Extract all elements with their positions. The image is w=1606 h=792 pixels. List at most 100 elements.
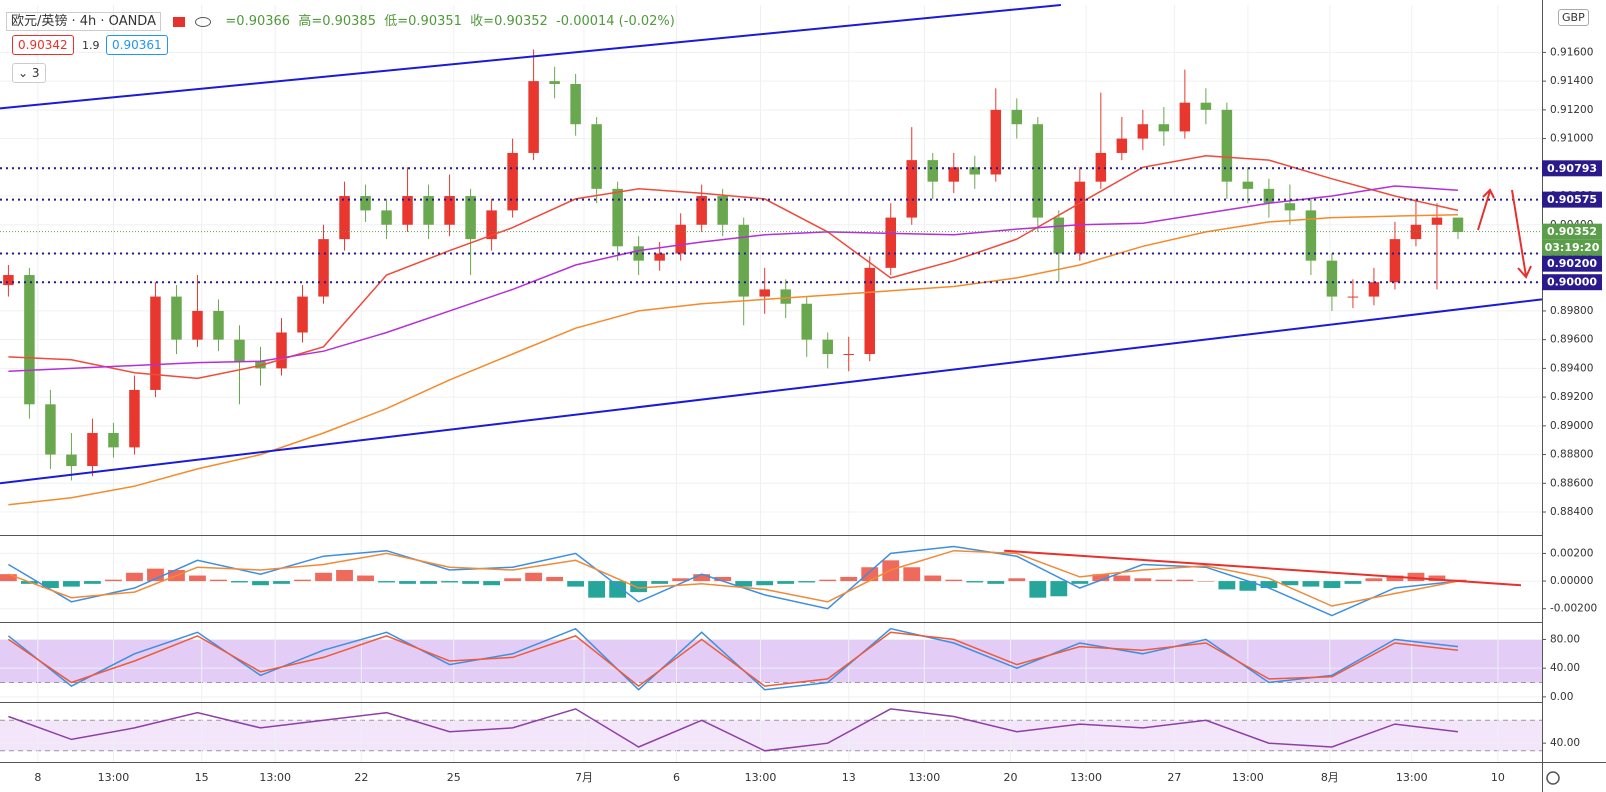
- histogram-bar: [966, 581, 984, 583]
- x-tick-label: 10: [1491, 771, 1505, 784]
- histogram-bar: [0, 574, 17, 582]
- candle-body: [1095, 152, 1107, 182]
- ohlc-change: -0.00014 (-0.02%): [556, 14, 675, 29]
- candle-body: [528, 81, 539, 153]
- y-tick-label: 0.00: [1550, 691, 1573, 703]
- y-tick-label: 0.89200: [1550, 391, 1593, 403]
- candle-body: [108, 433, 119, 448]
- candle-body: [1200, 102, 1212, 110]
- candle-body: [1326, 260, 1338, 297]
- candle-body: [213, 310, 224, 340]
- symbol-title[interactable]: 欧元/英镑 · 4h · OANDA: [6, 12, 161, 31]
- histogram-bar: [1407, 572, 1425, 582]
- y-tick-label: 0.89000: [1550, 420, 1593, 432]
- histogram-bar: [1029, 581, 1047, 598]
- candle-body: [66, 454, 77, 467]
- level-label: 0.90200: [1547, 257, 1597, 270]
- level-label-box: [1542, 160, 1602, 177]
- candle-body: [843, 354, 854, 356]
- candle-body: [1284, 203, 1296, 211]
- histogram-bar: [42, 581, 59, 588]
- histogram-bar: [588, 581, 606, 598]
- candle-body: [906, 160, 918, 218]
- candle-body: [402, 196, 413, 225]
- sell-price[interactable]: 0.90342: [12, 35, 74, 55]
- candle-body: [171, 296, 182, 340]
- flag-icon[interactable]: [173, 16, 186, 27]
- candle-body: [1347, 296, 1359, 298]
- y-tick-label: 0.91600: [1550, 46, 1593, 58]
- y-tick-label: 0.89400: [1550, 362, 1593, 374]
- y-tick-label: 0.88800: [1550, 449, 1593, 461]
- countdown-label: 03:19:20: [1545, 241, 1600, 254]
- ohlc-low: 低=0.90351: [384, 14, 462, 29]
- candle-body: [696, 196, 707, 225]
- candle-body: [1116, 138, 1128, 153]
- histogram-bar: [630, 581, 648, 593]
- x-tick-label: 13:00: [1070, 771, 1102, 784]
- indicators-toggle[interactable]: ⌄ 3: [12, 63, 46, 83]
- x-tick-label: 13:00: [909, 771, 941, 784]
- histogram-bar: [336, 570, 353, 582]
- buy-price[interactable]: 0.90361: [106, 35, 168, 55]
- histogram-bar: [84, 581, 101, 584]
- band-fill: [0, 720, 1542, 751]
- histogram-bar: [189, 575, 206, 582]
- x-tick-label: 7月: [575, 771, 593, 784]
- candle-body: [822, 339, 833, 355]
- histogram-bar: [504, 578, 522, 582]
- candle-body: [507, 152, 518, 211]
- y-tick-label: 0.91000: [1550, 133, 1593, 145]
- y-tick-label: 80.00: [1550, 633, 1580, 645]
- histogram-bar: [840, 576, 858, 582]
- candle-body: [927, 160, 939, 182]
- currency[interactable]: GBP: [1558, 9, 1589, 26]
- candle-body: [381, 210, 392, 225]
- candle-body: [864, 267, 875, 355]
- x-tick-label: 20: [1003, 771, 1017, 784]
- histogram-bar: [1218, 581, 1236, 590]
- candle-body: [1242, 181, 1254, 189]
- y-tick-label: 40.00: [1550, 662, 1580, 674]
- candle-body: [1032, 124, 1044, 218]
- x-tick-label: 22: [354, 771, 368, 784]
- level-label-box: [1542, 255, 1602, 272]
- histogram-bar: [609, 581, 627, 598]
- candle-body: [1368, 282, 1380, 297]
- eye-icon[interactable]: [195, 16, 212, 27]
- y-tick-label: 0.89800: [1550, 305, 1593, 317]
- histogram-bar: [1260, 581, 1278, 588]
- histogram-bar: [357, 575, 374, 582]
- trendline: [0, 4, 1061, 110]
- histogram-bar: [567, 581, 585, 587]
- indicator-line: [8, 185, 1459, 373]
- candle-body: [801, 303, 812, 340]
- candle-body: [297, 296, 308, 333]
- candle-body: [1263, 188, 1275, 204]
- y-tick-label: 0.91400: [1550, 75, 1593, 87]
- candle-body: [1011, 109, 1023, 125]
- candle-body: [1158, 124, 1170, 132]
- histogram-bar: [819, 579, 837, 582]
- histogram-bar: [378, 581, 395, 583]
- histogram-bar: [693, 574, 711, 582]
- indicator-line: [8, 549, 1459, 607]
- indicator-line: [8, 545, 1459, 617]
- candle-body: [3, 275, 14, 286]
- candle-body: [129, 389, 140, 448]
- histogram-bar: [1050, 581, 1068, 597]
- candle-body: [969, 167, 981, 175]
- histogram-bar: [210, 579, 227, 582]
- y-tick-label: 0.00000: [1550, 575, 1593, 587]
- x-tick-label: 8: [34, 771, 41, 784]
- last-price-label-box: [1542, 223, 1602, 240]
- candle-body: [318, 239, 329, 297]
- settings-icon[interactable]: [1546, 771, 1560, 785]
- candle-body: [612, 188, 623, 247]
- x-tick-label: 8月: [1321, 771, 1339, 784]
- y-tick-label: 0.89600: [1550, 334, 1593, 346]
- histogram-bar: [294, 579, 311, 582]
- histogram-bar: [315, 572, 332, 582]
- x-tick-label: 13:00: [259, 771, 291, 784]
